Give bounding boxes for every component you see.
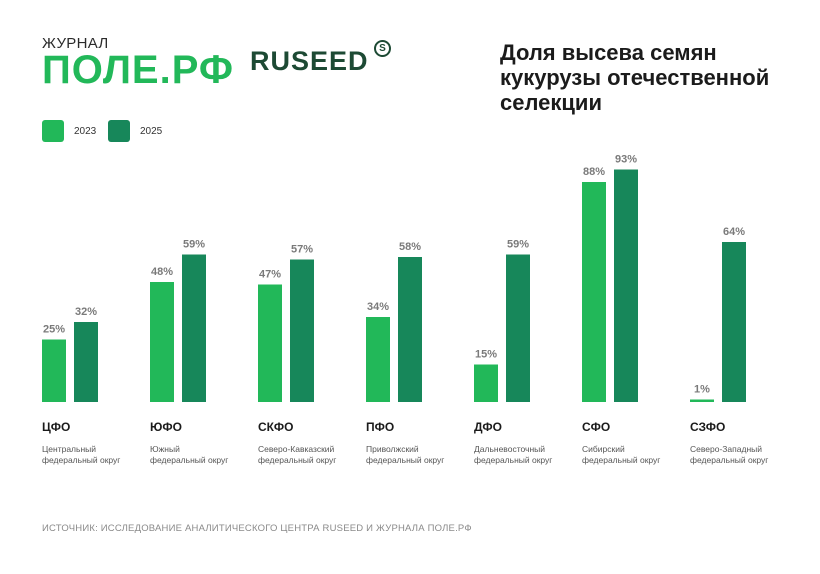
bar-2025-СКФО (290, 259, 314, 402)
bar-2025-СФО (614, 169, 638, 402)
bar-2023-СФО (582, 182, 606, 402)
data-label-2025-ЮФО: 59% (183, 239, 205, 251)
category-code: СФО (582, 420, 611, 434)
data-label-2023-СКФО: 47% (259, 269, 281, 281)
category-code: СКФО (258, 420, 294, 434)
category-name: Дальневосточный федеральный округ (474, 444, 553, 465)
bar-2023-ЮФО (150, 282, 174, 402)
data-label-2025-ЦФО: 32% (75, 306, 97, 318)
bar-2023-СЗФО (690, 399, 714, 402)
data-label-2025-ДФО: 59% (507, 239, 529, 251)
legend-item-2025: 2025 (108, 120, 162, 142)
bar-2025-ЮФО (182, 254, 206, 402)
chart-title: Доля высева семян кукурузы отечественной… (500, 40, 770, 115)
category-name: Южный федеральный округ (150, 444, 229, 465)
legend-swatch-2025 (108, 120, 130, 142)
data-label-2023-ПФО: 34% (367, 301, 389, 313)
legend-item-2023: 2023 (42, 120, 96, 142)
category-code: СЗФО (690, 420, 726, 434)
data-label-2023-СЗФО: 1% (694, 384, 710, 396)
data-label-2023-ЦФО: 25% (43, 324, 65, 336)
bar-2023-ЦФО (42, 339, 66, 402)
category-code: ЮФО (150, 420, 182, 434)
source-note: ИСТОЧНИК: ИССЛЕДОВАНИЕ АНАЛИТИЧЕСКОГО ЦЕ… (42, 523, 472, 534)
category-name: Северо-Западный федеральный округ (690, 444, 769, 465)
logo-caption: ЖУРНАЛ (42, 35, 109, 52)
data-label-2025-СЗФО: 64% (723, 226, 745, 238)
bar-2023-ПФО (366, 317, 390, 402)
bar-2025-ПФО (398, 257, 422, 402)
logo-wordmark: ПОЛЕ.РФ (42, 48, 235, 92)
category-name: Северо-Кавказский федеральный округ (258, 444, 337, 465)
category-code: ДФО (474, 420, 502, 434)
category-code: ПФО (366, 420, 395, 434)
data-label-2025-СФО: 93% (615, 154, 637, 166)
legend-label-2023: 2023 (74, 125, 97, 137)
data-label-2025-СКФО: 57% (291, 244, 313, 256)
bar-2025-ДФО (506, 254, 530, 402)
bar-2023-СКФО (258, 284, 282, 402)
ruseed-logo: RUSEED (250, 46, 369, 76)
legend-swatch-2023 (42, 120, 64, 142)
category-name: Сибирский федеральный округ (582, 444, 661, 465)
ruseed-mark-icon: S (374, 40, 391, 57)
bar-2023-ДФО (474, 364, 498, 402)
data-label-2023-ДФО: 15% (475, 349, 497, 361)
data-label-2023-СФО: 88% (583, 166, 605, 178)
category-code: ЦФО (42, 420, 71, 434)
data-label-2023-ЮФО: 48% (151, 266, 173, 278)
data-label-2025-ПФО: 58% (399, 241, 421, 253)
polerf-logo: ЖУРНАЛ ПОЛЕ.РФ (42, 35, 235, 92)
category-name: Центральный федеральный округ (42, 444, 121, 465)
bar-2025-ЦФО (74, 322, 98, 402)
bar-2025-СЗФО (722, 242, 746, 402)
legend-label-2025: 2025 (140, 125, 163, 137)
category-name: Приволжский федеральный округ (366, 444, 445, 465)
